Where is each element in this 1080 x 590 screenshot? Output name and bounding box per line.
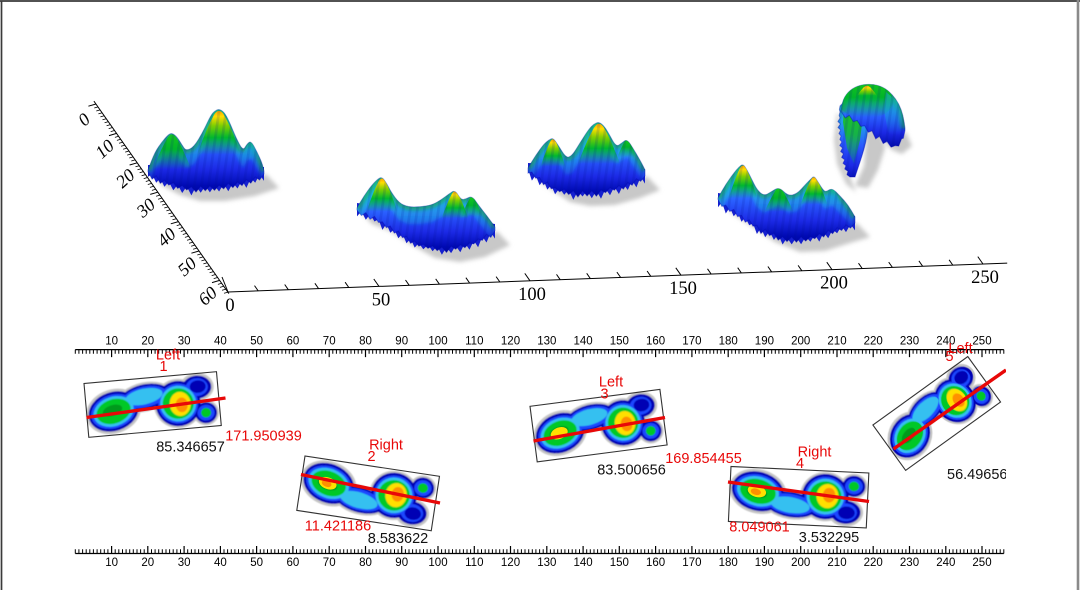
svg-text:10: 10 [105, 336, 118, 348]
svg-text:Left: Left [948, 341, 972, 357]
svg-text:230: 230 [900, 557, 919, 569]
svg-text:10: 10 [105, 557, 118, 569]
svg-text:150: 150 [610, 336, 629, 348]
svg-text:100: 100 [428, 336, 447, 348]
svg-text:1: 1 [159, 359, 167, 375]
svg-text:170: 170 [682, 557, 701, 569]
svg-text:2: 2 [367, 449, 375, 465]
svg-text:180: 180 [719, 336, 738, 348]
svg-text:90: 90 [395, 557, 408, 569]
svg-text:130: 130 [537, 336, 556, 348]
svg-text:180: 180 [719, 557, 738, 569]
svg-text:50: 50 [250, 336, 263, 348]
svg-text:200: 200 [791, 557, 810, 569]
svg-text:Right: Right [369, 438, 403, 454]
svg-text:80: 80 [359, 557, 372, 569]
svg-text:3: 3 [600, 387, 608, 403]
svg-text:3.532295: 3.532295 [799, 530, 859, 546]
svg-text:40: 40 [214, 557, 227, 569]
svg-text:56.496566: 56.496566 [947, 467, 1016, 483]
svg-text:4: 4 [796, 456, 804, 472]
svg-text:30: 30 [178, 557, 191, 569]
svg-text:160: 160 [646, 557, 665, 569]
svg-text:60: 60 [287, 336, 300, 348]
svg-text:210: 210 [827, 336, 846, 348]
svg-text:169.854455: 169.854455 [665, 451, 742, 467]
svg-text:230: 230 [900, 336, 919, 348]
svg-text:83.500656: 83.500656 [597, 463, 666, 479]
svg-text:200: 200 [820, 274, 848, 294]
svg-text:40: 40 [214, 336, 227, 348]
svg-text:250: 250 [972, 336, 991, 348]
svg-text:171.950939: 171.950939 [225, 429, 302, 445]
svg-text:170: 170 [682, 336, 701, 348]
svg-text:50: 50 [250, 557, 263, 569]
svg-text:50: 50 [372, 290, 391, 310]
svg-text:100: 100 [428, 557, 447, 569]
svg-text:220: 220 [864, 336, 883, 348]
svg-text:140: 140 [574, 336, 593, 348]
svg-text:250: 250 [972, 557, 991, 569]
svg-text:110: 110 [465, 336, 483, 348]
svg-text:Right: Right [798, 445, 832, 461]
svg-text:100: 100 [518, 285, 546, 305]
svg-text:8.583622: 8.583622 [368, 531, 428, 547]
svg-text:240: 240 [936, 336, 955, 348]
svg-text:130: 130 [537, 557, 556, 569]
svg-text:0: 0 [225, 296, 234, 316]
svg-text:20: 20 [141, 557, 154, 569]
svg-text:150: 150 [610, 557, 629, 569]
svg-text:190: 190 [755, 557, 774, 569]
svg-text:120: 120 [501, 557, 520, 569]
svg-text:60: 60 [287, 557, 300, 569]
svg-text:20: 20 [141, 336, 154, 348]
svg-text:11.421186: 11.421186 [305, 519, 371, 535]
svg-text:90: 90 [395, 336, 408, 348]
svg-text:240: 240 [936, 557, 955, 569]
svg-text:200: 200 [791, 336, 810, 348]
svg-text:Left: Left [599, 375, 623, 391]
svg-text:110: 110 [465, 557, 483, 569]
svg-text:190: 190 [755, 336, 774, 348]
svg-text:210: 210 [827, 557, 846, 569]
svg-text:70: 70 [323, 336, 336, 348]
svg-text:140: 140 [574, 557, 593, 569]
svg-text:Left: Left [156, 348, 180, 364]
svg-text:85.346657: 85.346657 [156, 440, 225, 456]
svg-text:5: 5 [945, 349, 953, 365]
svg-text:80: 80 [359, 336, 372, 348]
svg-text:8.049061: 8.049061 [729, 520, 789, 536]
svg-text:160: 160 [646, 336, 665, 348]
svg-text:220: 220 [864, 557, 883, 569]
svg-text:150: 150 [669, 279, 697, 299]
svg-text:250: 250 [971, 268, 999, 288]
svg-text:30: 30 [178, 336, 191, 348]
svg-text:70: 70 [323, 557, 336, 569]
svg-text:120: 120 [501, 336, 520, 348]
